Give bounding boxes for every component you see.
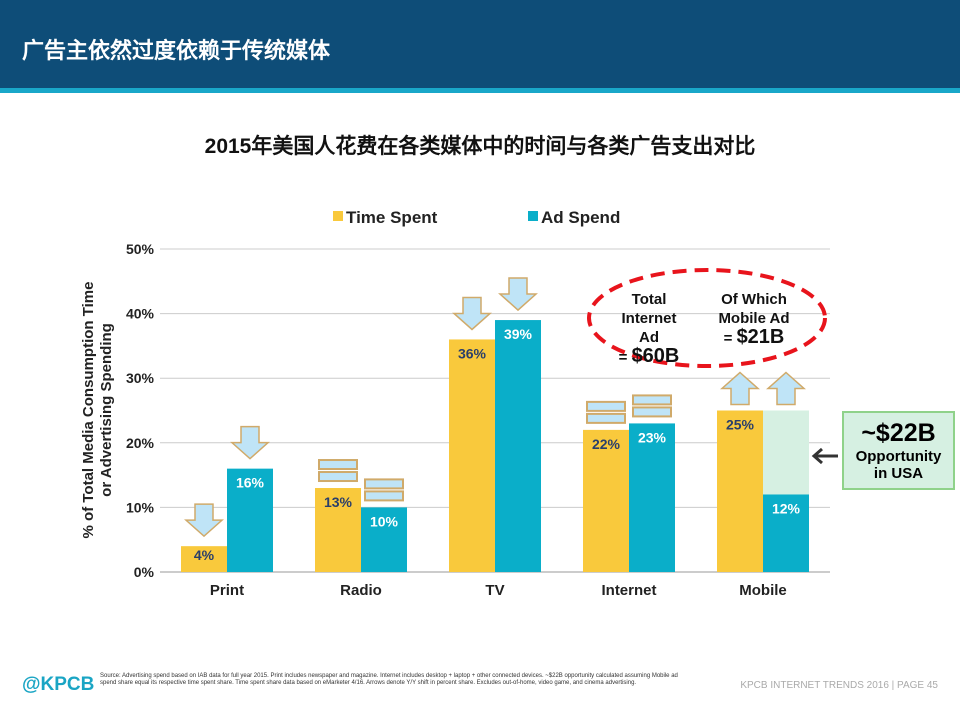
y-tick-label: 50% (126, 241, 155, 257)
bar-time-spent (181, 546, 227, 572)
x-tick-label: Print (210, 582, 244, 599)
data-label: 22% (592, 436, 621, 452)
bar-time-spent (315, 488, 361, 572)
bar-ad-spend (227, 468, 273, 572)
up-arrow-icon (720, 371, 760, 406)
bar-ad-spend (495, 320, 541, 572)
down-arrow-icon (452, 296, 492, 331)
down-arrow-icon (498, 277, 538, 312)
legend-swatch (333, 211, 343, 221)
down-arrow-icon (184, 503, 224, 538)
y-axis-label: % of Total Media Consumption Timeor Adve… (80, 282, 115, 539)
no-change-arrow-icon (586, 400, 626, 412)
down-arrow-icon (230, 425, 270, 460)
legend-label: Ad Spend (541, 208, 620, 227)
footer-page: KPCB INTERNET TRENDS 2016 | PAGE 45 (740, 680, 938, 691)
y-tick-label: 0% (134, 564, 155, 580)
data-label: 36% (458, 345, 487, 361)
header-bar (0, 0, 960, 88)
bar-time-spent (583, 429, 629, 572)
no-change-arrow-icon (632, 394, 672, 406)
up-arrow-icon (766, 371, 806, 406)
no-change-arrow-icon (632, 406, 672, 418)
data-label: 23% (638, 429, 667, 445)
bar-ad-spend (361, 507, 407, 572)
no-change-arrow-icon (318, 459, 358, 471)
data-label: 25% (726, 417, 755, 433)
x-tick-label: TV (485, 582, 504, 599)
data-label: 12% (772, 500, 801, 516)
no-change-arrow-icon (586, 412, 626, 424)
y-tick-label: 30% (126, 370, 155, 386)
y-tick-label: 10% (126, 499, 155, 515)
legend-swatch (528, 211, 538, 221)
legend-label: Time Spent (346, 208, 438, 227)
data-label: 10% (370, 513, 399, 529)
no-change-arrow-icon (364, 478, 404, 490)
y-tick-label: 20% (126, 435, 155, 451)
header-stripe (0, 88, 960, 93)
mobile-ad: Of Which Mobile Ad = $21B (718, 291, 790, 348)
bar-time-spent (449, 339, 495, 572)
total-internet-ad: Total Internet Ad = $60B (618, 291, 680, 367)
data-label: 13% (324, 494, 353, 510)
data-label: 4% (194, 547, 215, 563)
x-tick-label: Internet (601, 582, 656, 599)
y-tick-label: 40% (126, 306, 155, 322)
bar-ad-spend (629, 423, 675, 572)
bar-ad-spend (763, 494, 809, 572)
x-tick-label: Radio (340, 582, 382, 599)
kpcb-logo: @KPCB (22, 674, 95, 695)
no-change-arrow-icon (318, 471, 358, 483)
chart-title: 2015年美国人花费在各类媒体中的时间与各类广告支出对比 (204, 135, 756, 158)
source-note: Source: Advertising spend based on IAB d… (100, 673, 678, 686)
data-label: 39% (504, 326, 533, 342)
data-label: 16% (236, 475, 265, 491)
callout-ellipse (587, 268, 827, 368)
x-tick-label: Mobile (739, 582, 787, 599)
bar-time-spent (717, 410, 763, 572)
no-change-arrow-icon (364, 490, 404, 502)
page-title: 广告主依然过度依赖于传统媒体 (22, 38, 331, 63)
opportunity-box: ~$22B Opportunity in USA (842, 411, 955, 490)
left-arrow-icon (811, 447, 838, 465)
